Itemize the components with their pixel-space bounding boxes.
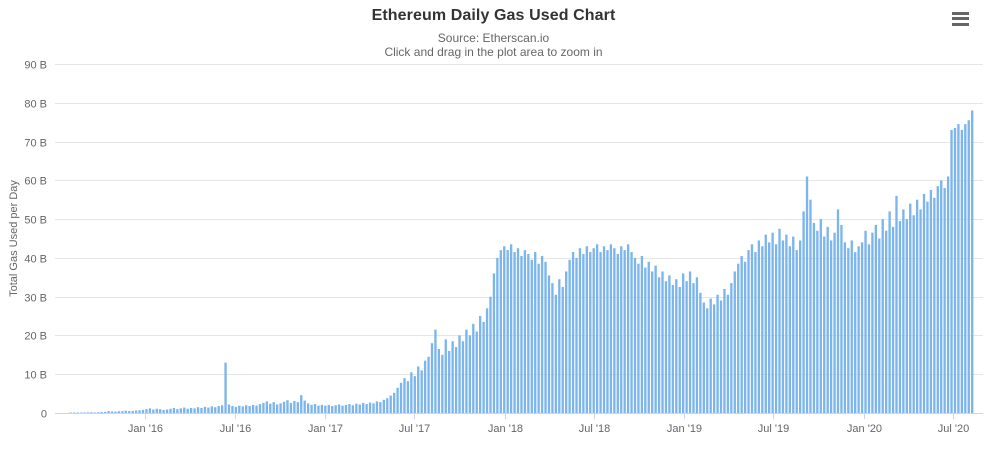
x-tick-label: Jan '20 [847, 423, 882, 435]
chart-context-menu-button[interactable] [946, 8, 974, 32]
x-tick-label: Jul '18 [579, 423, 610, 435]
y-axis-title: Total Gas Used per Day [8, 180, 20, 297]
y-tick-label: 90 B [24, 60, 47, 72]
x-tick-label: Jan '19 [667, 423, 702, 435]
x-tick-label: Jul '19 [758, 423, 789, 435]
x-tick-label: Jan '18 [488, 423, 523, 435]
y-tick-label: 60 B [24, 176, 47, 188]
y-tick-label: 30 B [24, 293, 47, 305]
x-tick-label: Jul '16 [220, 423, 251, 435]
x-axis: Jan '16 Jul '16 Jan '17 Jul '17 Jan '18 Jul '… [55, 413, 983, 435]
gas-used-series [69, 110, 974, 414]
y-tick-label: 20 B [24, 331, 47, 343]
y-tick-label: 0 [41, 409, 47, 421]
y-tick-label: 50 B [24, 215, 47, 227]
x-tick-label: Jul '20 [938, 423, 969, 435]
y-tick-label: 40 B [24, 254, 47, 266]
x-tick-label: Jul '17 [399, 423, 430, 435]
y-tick-label: 80 B [24, 99, 47, 111]
x-tick-label: Jan '16 [128, 423, 163, 435]
x-tick-label: Jan '17 [308, 423, 343, 435]
y-tick-label: 70 B [24, 138, 47, 150]
hamburger-icon [950, 11, 970, 26]
y-tick-label: 10 B [24, 370, 47, 382]
